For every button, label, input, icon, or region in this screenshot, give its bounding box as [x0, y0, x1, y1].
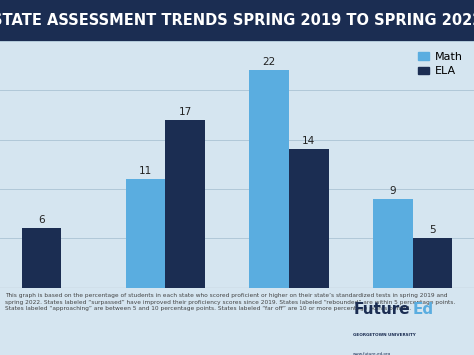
- Bar: [289, 149, 328, 288]
- Text: 11: 11: [139, 166, 152, 176]
- Bar: [165, 120, 205, 288]
- Text: STATE ASSESSMENT TRENDS SPRING 2019 TO SPRING 2022: STATE ASSESSMENT TRENDS SPRING 2019 TO S…: [0, 13, 474, 28]
- Text: 22: 22: [263, 58, 276, 67]
- Bar: [413, 238, 453, 288]
- Text: 14: 14: [302, 136, 315, 146]
- Bar: [373, 199, 413, 288]
- Text: 5: 5: [429, 225, 436, 235]
- Text: www.future-ed.org: www.future-ed.org: [353, 351, 391, 355]
- Bar: [21, 228, 61, 288]
- Bar: [126, 179, 165, 288]
- Text: This graph is based on the percentage of students in each state who scored profi: This graph is based on the percentage of…: [5, 293, 455, 311]
- Text: 17: 17: [178, 107, 191, 117]
- Bar: [249, 70, 289, 288]
- Text: 9: 9: [390, 186, 396, 196]
- Text: Future: Future: [353, 302, 410, 317]
- Text: Ed: Ed: [412, 302, 434, 317]
- Text: 6: 6: [38, 215, 45, 225]
- Legend: Math, ELA: Math, ELA: [413, 47, 468, 82]
- Text: GEORGETOWN UNIVERSITY: GEORGETOWN UNIVERSITY: [353, 333, 416, 337]
